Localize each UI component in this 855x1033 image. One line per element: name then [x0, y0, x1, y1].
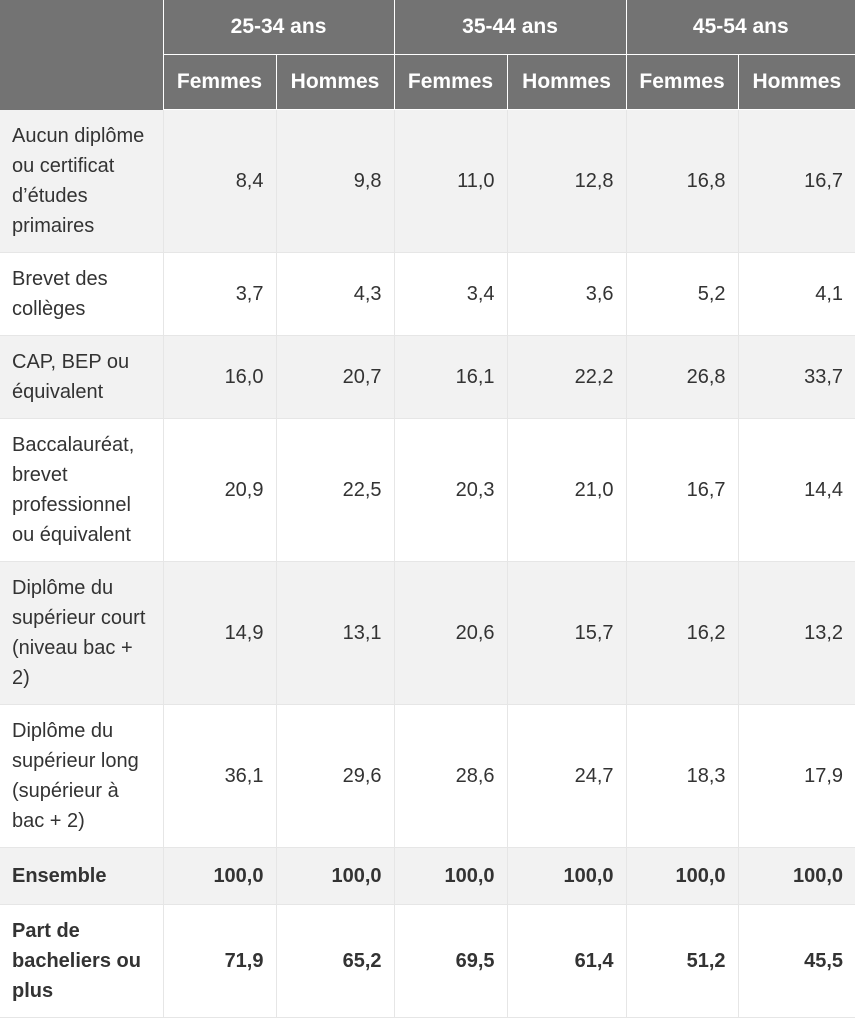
- table-cell: 16,8: [626, 109, 739, 253]
- table-cell: 21,0: [507, 418, 627, 562]
- table-cell: 14,4: [738, 418, 855, 562]
- table-cell: 11,0: [394, 109, 508, 253]
- table-cell: 14,9: [163, 561, 277, 705]
- age-group-35-44: 35-44 ans: [394, 0, 627, 55]
- row-label: Diplôme du supérieur long (supérieur à b…: [0, 704, 164, 848]
- table-cell: 12,8: [507, 109, 627, 253]
- table-cell: 3,6: [507, 252, 627, 336]
- table-cell: 20,3: [394, 418, 508, 562]
- table-cell: 5,2: [626, 252, 739, 336]
- table-cell: 69,5: [394, 904, 508, 1018]
- table-cell: 17,9: [738, 704, 855, 848]
- table-cell: 16,7: [626, 418, 739, 562]
- table-cell: 100,0: [738, 847, 855, 905]
- table-body: Aucun diplôme ou certificat d’études pri…: [0, 109, 855, 1018]
- table-cell: 4,1: [738, 252, 855, 336]
- row-label: CAP, BEP ou équivalent: [0, 335, 164, 419]
- table-cell: 15,7: [507, 561, 627, 705]
- table-cell: 100,0: [394, 847, 508, 905]
- row-label: Ensemble: [0, 847, 164, 905]
- table-cell: 8,4: [163, 109, 277, 253]
- table-row: CAP, BEP ou équivalent 16,0 20,7 16,1 22…: [0, 335, 855, 419]
- table-cell: 36,1: [163, 704, 277, 848]
- table-row: Brevet des collèges 3,7 4,3 3,4 3,6 5,2 …: [0, 252, 855, 336]
- table-cell: 61,4: [507, 904, 627, 1018]
- table-cell: 20,7: [276, 335, 395, 419]
- table-cell: 100,0: [276, 847, 395, 905]
- table-cell: 65,2: [276, 904, 395, 1018]
- table-cell: 13,2: [738, 561, 855, 705]
- total-row: Ensemble 100,0 100,0 100,0 100,0 100,0 1…: [0, 847, 855, 905]
- table-cell: 20,6: [394, 561, 508, 705]
- sex-header: Femmes: [394, 54, 508, 110]
- table-cell: 45,5: [738, 904, 855, 1018]
- table-cell: 24,7: [507, 704, 627, 848]
- sex-header: Femmes: [626, 54, 739, 110]
- table-cell: 9,8: [276, 109, 395, 253]
- row-label: Baccalauréat, brevet professionnel ou éq…: [0, 418, 164, 562]
- sex-header: Hommes: [738, 54, 855, 110]
- table-cell: 100,0: [626, 847, 739, 905]
- table-cell: 22,5: [276, 418, 395, 562]
- table-row: Baccalauréat, brevet professionnel ou éq…: [0, 418, 855, 562]
- table-cell: 51,2: [626, 904, 739, 1018]
- table-cell: 16,1: [394, 335, 508, 419]
- sex-header: Hommes: [507, 54, 627, 110]
- table-cell: 29,6: [276, 704, 395, 848]
- table-cell: 13,1: [276, 561, 395, 705]
- table-cell: 71,9: [163, 904, 277, 1018]
- table-row: Diplôme du supérieur court (niveau bac +…: [0, 561, 855, 705]
- table-cell: 3,7: [163, 252, 277, 336]
- table-cell: 100,0: [507, 847, 627, 905]
- table-cell: 28,6: [394, 704, 508, 848]
- sex-header: Hommes: [276, 54, 395, 110]
- corner-cell: [0, 0, 164, 110]
- table-cell: 3,4: [394, 252, 508, 336]
- table-cell: 16,0: [163, 335, 277, 419]
- row-label: Brevet des collèges: [0, 252, 164, 336]
- age-group-25-34: 25-34 ans: [163, 0, 395, 55]
- table-cell: 4,3: [276, 252, 395, 336]
- age-group-row: 25-34 ans 35-44 ans 45-54 ans: [0, 0, 855, 110]
- row-label: Diplôme du supérieur court (niveau bac +…: [0, 561, 164, 705]
- row-label: Aucun diplôme ou certificat d’études pri…: [0, 109, 164, 253]
- table-cell: 16,2: [626, 561, 739, 705]
- table-cell: 18,3: [626, 704, 739, 848]
- sex-header: Femmes: [163, 54, 277, 110]
- bachelor-share-row: Part de bacheliers ou plus 71,9 65,2 69,…: [0, 904, 855, 1018]
- table-row: Diplôme du supérieur long (supérieur à b…: [0, 704, 855, 848]
- sex-row: Femmes Hommes Femmes Hommes Femmes Homme…: [0, 54, 855, 110]
- table-cell: 33,7: [738, 335, 855, 419]
- table-cell: 26,8: [626, 335, 739, 419]
- table-cell: 20,9: [163, 418, 277, 562]
- table-row: Aucun diplôme ou certificat d’études pri…: [0, 109, 855, 253]
- table-header: 25-34 ans 35-44 ans 45-54 ans Femmes Hom…: [0, 0, 855, 110]
- age-group-45-54: 45-54 ans: [626, 0, 855, 55]
- row-label: Part de bacheliers ou plus: [0, 904, 164, 1018]
- table-cell: 16,7: [738, 109, 855, 253]
- table-cell: 100,0: [163, 847, 277, 905]
- table-cell: 22,2: [507, 335, 627, 419]
